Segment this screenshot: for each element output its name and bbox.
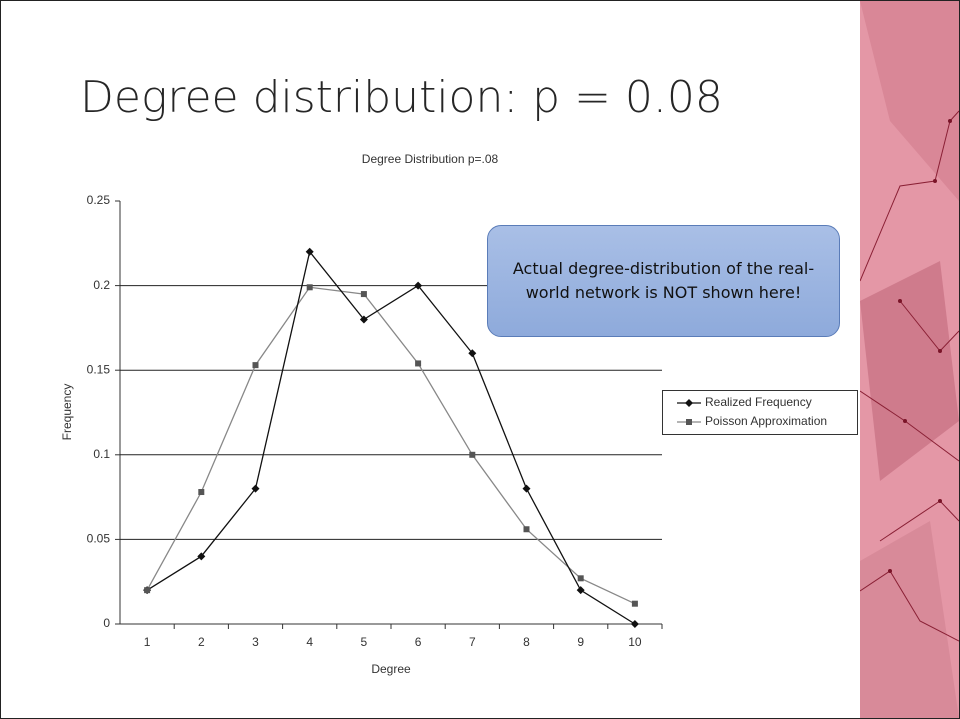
legend: Realized Frequency Poisson Approximation (662, 390, 858, 435)
x-tick-label: 1 (144, 635, 151, 649)
marker (685, 399, 693, 407)
marker (144, 587, 150, 593)
y-tick-label: 0.2 (93, 278, 110, 292)
x-axis-label: Degree (371, 662, 411, 676)
x-tick-label: 3 (252, 635, 259, 649)
marker (524, 526, 530, 532)
marker (253, 362, 259, 368)
x-tick-label: 10 (628, 635, 642, 649)
callout: Actual degree-distribution of the real-w… (487, 225, 840, 337)
marker (578, 575, 584, 581)
x-tick-label: 7 (469, 635, 476, 649)
marker (469, 452, 475, 458)
slide: {"slide_title":"Degree distribution: p =… (0, 0, 960, 719)
x-tick-label: 4 (306, 635, 313, 649)
y-tick-label: 0.1 (93, 447, 110, 461)
chart-title: Degree Distribution p=.08 (362, 152, 499, 166)
x-tick-label: 2 (198, 635, 205, 649)
y-tick-label: 0.05 (87, 532, 111, 546)
legend-label: Poisson Approximation (705, 414, 827, 428)
marker (577, 586, 585, 594)
marker (632, 601, 638, 607)
x-tick-label: 5 (361, 635, 368, 649)
decoration (860, 1, 959, 718)
marker (415, 360, 421, 366)
marker (631, 620, 639, 628)
x-tick-label: 8 (523, 635, 530, 649)
x-tick-label: 9 (577, 635, 584, 649)
y-axis-label: Frequency (60, 384, 74, 441)
x-tick-label: 6 (415, 635, 422, 649)
chart: Degree Distribution p=.08 Degree Frequen… (0, 0, 860, 719)
marker (686, 419, 692, 425)
legend-label: Realized Frequency (705, 395, 812, 409)
marker (198, 489, 204, 495)
y-tick-label: 0 (103, 616, 110, 630)
marker (307, 284, 313, 290)
marker (361, 291, 367, 297)
y-tick-label: 0.15 (87, 362, 111, 376)
y-tick-label: 0.25 (87, 193, 111, 207)
marker (523, 485, 531, 493)
